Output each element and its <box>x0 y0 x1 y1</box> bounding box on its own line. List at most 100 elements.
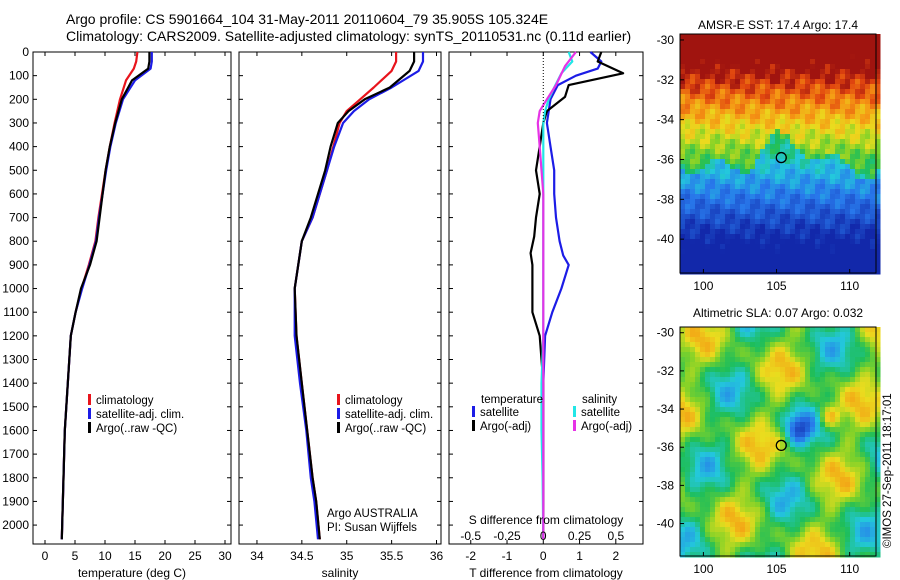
map-cell <box>680 229 686 235</box>
map-cell <box>715 89 721 95</box>
map-cell <box>725 532 731 538</box>
map-cell <box>830 119 836 125</box>
map-cell <box>790 472 796 478</box>
map-cell <box>750 367 756 373</box>
map-cell <box>805 94 811 100</box>
map-cell <box>765 387 771 393</box>
map-cell <box>830 367 836 373</box>
ytick-label: 0 <box>22 45 29 59</box>
map-cell <box>865 144 871 150</box>
map-cell <box>795 337 801 343</box>
map-cell <box>800 219 806 225</box>
map-cell <box>720 377 726 383</box>
map-cell <box>780 357 786 363</box>
map-cell <box>810 347 816 353</box>
map-cell <box>720 452 726 458</box>
map-cell <box>690 209 696 215</box>
map-cell <box>745 134 751 140</box>
map-cell <box>830 194 836 200</box>
map-cell <box>725 34 731 40</box>
map-cell <box>735 547 741 553</box>
map-cell <box>875 537 881 543</box>
map-cell <box>835 189 841 195</box>
map-cell <box>720 54 726 60</box>
map-cell <box>745 517 751 523</box>
map-cell <box>680 34 686 40</box>
map-cell <box>805 332 811 338</box>
map-cell <box>805 89 811 95</box>
map-cell <box>710 502 716 508</box>
map-cell <box>865 69 871 75</box>
map-cell <box>830 517 836 523</box>
ytick-label: 600 <box>9 187 29 201</box>
map-cell <box>870 259 876 265</box>
map-cell <box>745 129 751 135</box>
map-cell <box>695 542 701 548</box>
map-cell <box>845 124 851 130</box>
map-cell <box>805 462 811 468</box>
map-cell <box>835 377 841 383</box>
map-cell <box>840 119 846 125</box>
map-cell <box>765 332 771 338</box>
map-cell <box>855 94 861 100</box>
map-cell <box>870 437 876 443</box>
map-cell <box>745 139 751 145</box>
map-cell <box>710 512 716 518</box>
map-cell <box>775 547 781 553</box>
map-cell <box>700 79 706 85</box>
map-cell <box>725 537 731 543</box>
panel-salinity: 34 34.5 35 35.5 36salinityclimatologysatelli… <box>238 51 444 580</box>
map-cell <box>800 527 806 533</box>
map-cell <box>740 382 746 388</box>
map-cell <box>740 214 746 220</box>
map-cell <box>810 452 816 458</box>
map-cell <box>815 417 821 423</box>
map-cell <box>730 224 736 230</box>
map-cell <box>855 204 861 210</box>
map-cell <box>735 347 741 353</box>
map-cell <box>785 39 791 45</box>
map-cell <box>780 402 786 408</box>
map-cell <box>855 337 861 343</box>
map-cell <box>775 452 781 458</box>
map-cell <box>725 194 731 200</box>
map-cell <box>695 452 701 458</box>
map-cell <box>740 154 746 160</box>
map-cell <box>725 209 731 215</box>
map-cell <box>835 224 841 230</box>
map-cell <box>755 357 761 363</box>
map-cell <box>770 542 776 548</box>
map-cell <box>850 104 856 110</box>
map-cell <box>725 337 731 343</box>
map-cell <box>710 184 716 190</box>
map-cell <box>850 194 856 200</box>
map-cell <box>735 432 741 438</box>
map-cell <box>710 492 716 498</box>
map-cell <box>805 124 811 130</box>
map-cell <box>875 422 881 428</box>
map-cell <box>770 482 776 488</box>
map-cell <box>785 144 791 150</box>
map-cell <box>850 452 856 458</box>
map-cell <box>800 337 806 343</box>
map-cell <box>745 204 751 210</box>
map-cell <box>740 224 746 230</box>
map-cell <box>795 362 801 368</box>
map-cell <box>825 552 831 558</box>
map-cell <box>845 34 851 40</box>
map-cell <box>795 89 801 95</box>
ytick-label: 1800 <box>2 471 29 485</box>
map-cell <box>855 64 861 70</box>
map-cell <box>755 264 761 270</box>
map-cell <box>740 119 746 125</box>
map-cell <box>735 44 741 50</box>
map-cell <box>755 447 761 453</box>
map-cell <box>710 169 716 175</box>
map-cell <box>810 44 816 50</box>
map-cell <box>725 269 731 275</box>
map-cell <box>840 537 846 543</box>
map-cell <box>740 174 746 180</box>
map-cell <box>720 34 726 40</box>
map-cell <box>870 234 876 240</box>
map-cell <box>680 357 686 363</box>
